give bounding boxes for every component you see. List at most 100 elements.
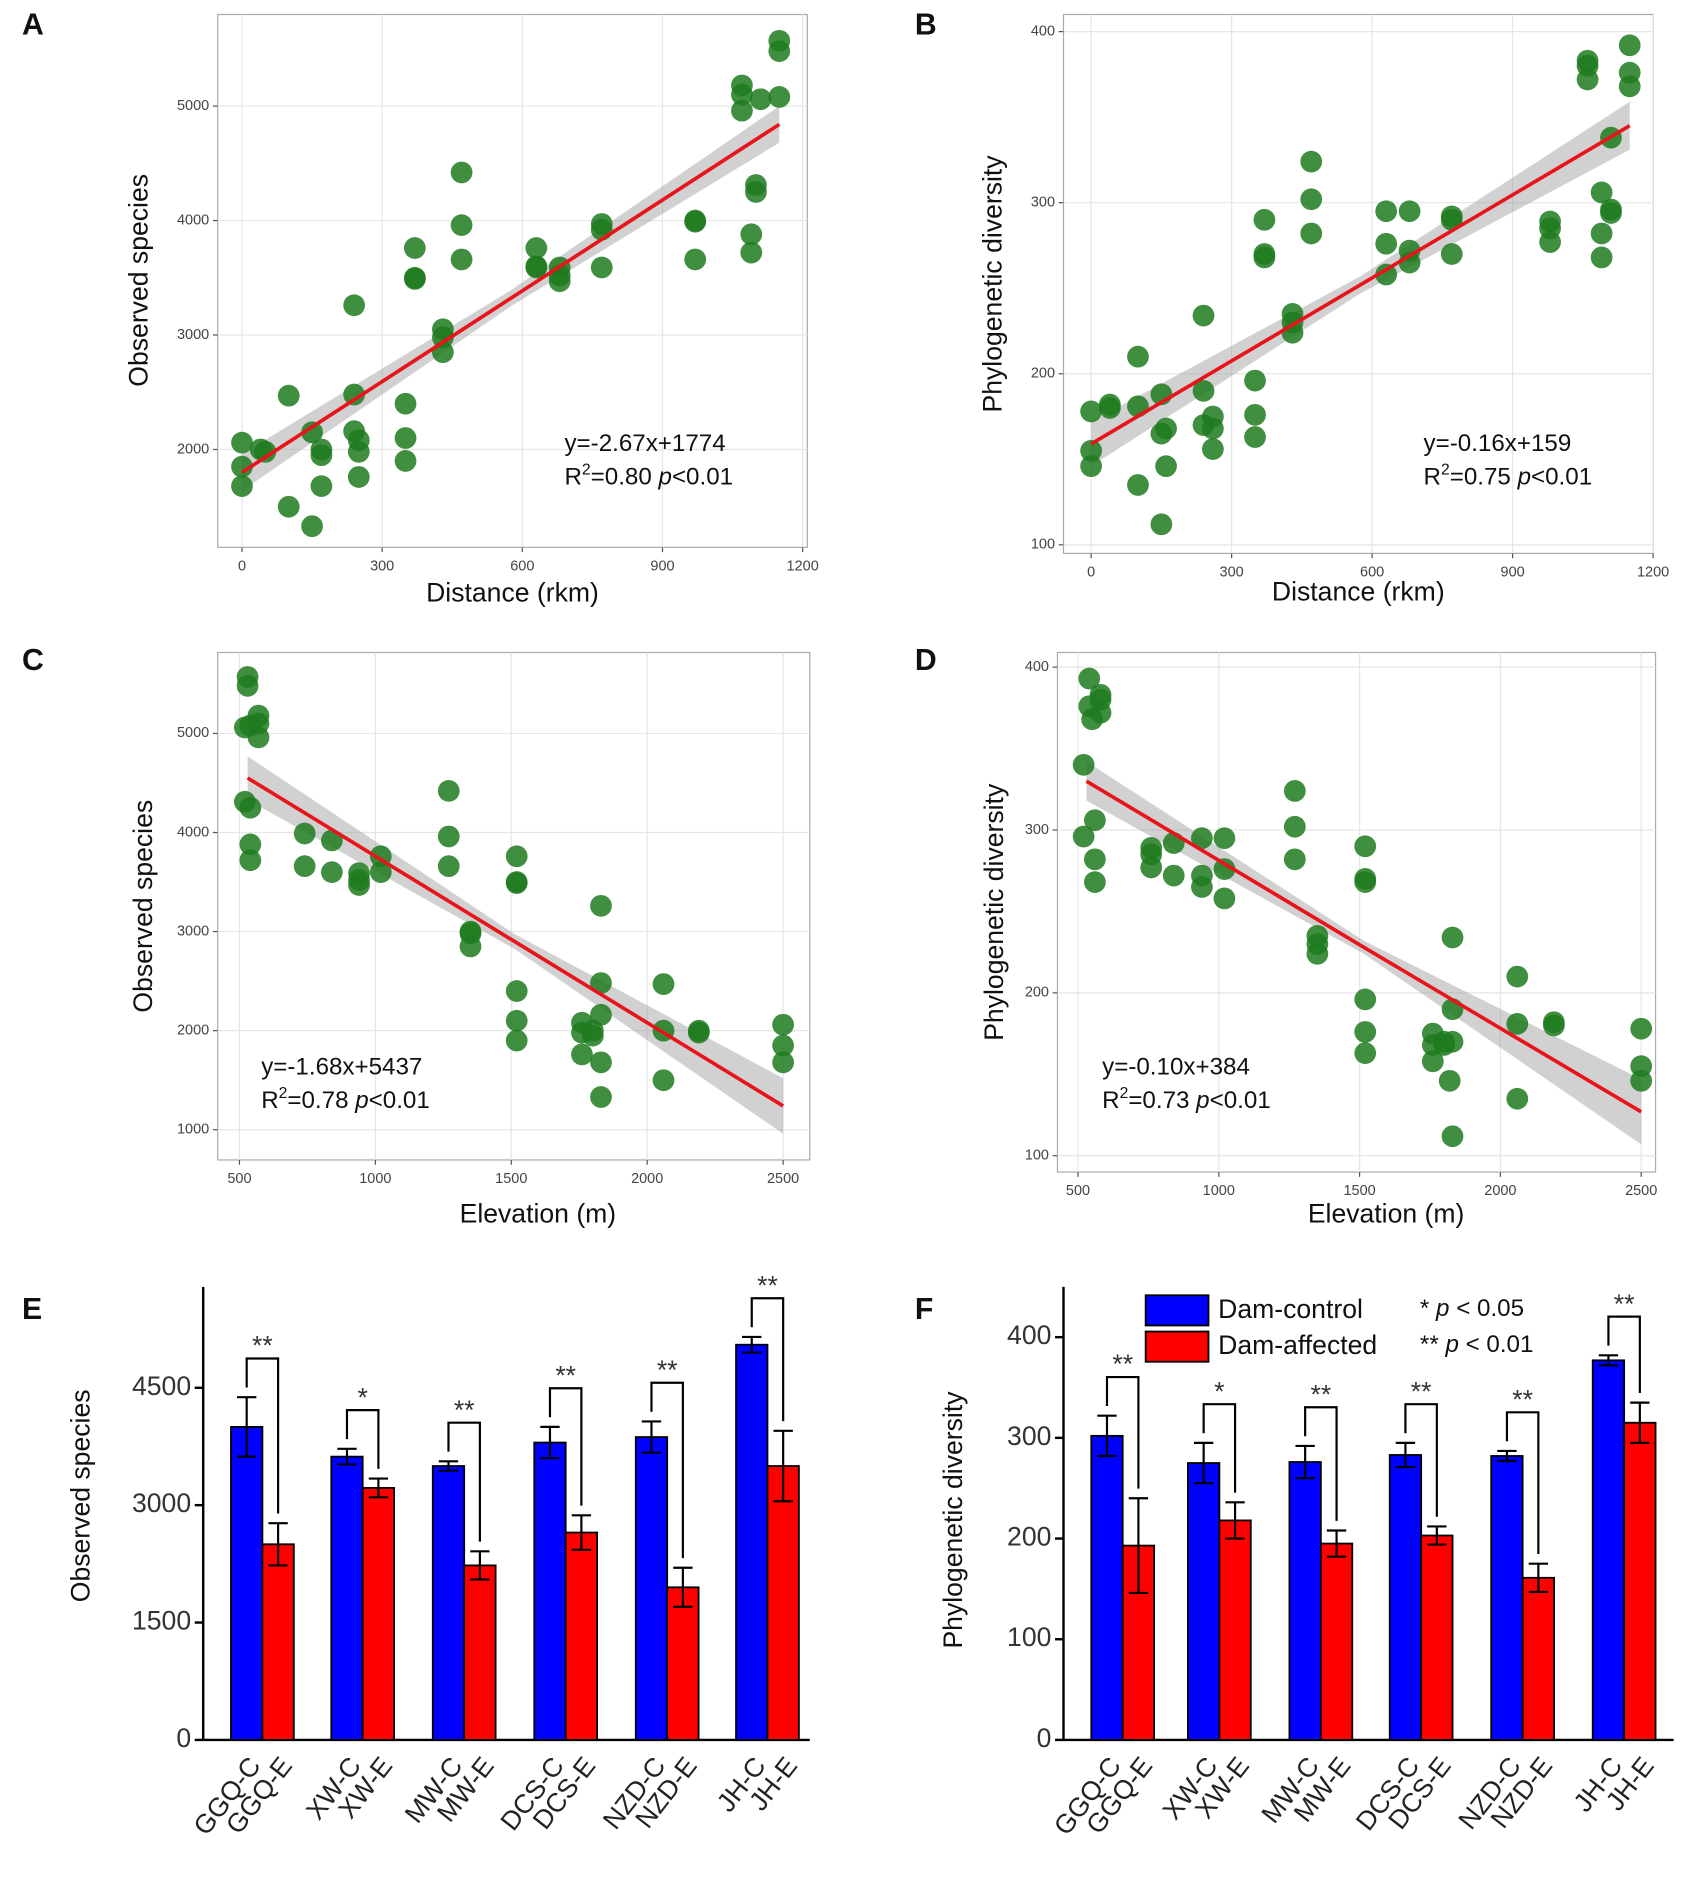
bar bbox=[533, 1441, 567, 1741]
point bbox=[772, 1034, 794, 1057]
bar bbox=[1591, 1359, 1626, 1741]
trend-line bbox=[1085, 779, 1643, 1114]
x-tick-label: 0 bbox=[238, 559, 246, 575]
point bbox=[301, 421, 323, 444]
annotation-part: 2 bbox=[1120, 1085, 1129, 1102]
y-tick-label: 400 bbox=[1007, 1320, 1051, 1350]
y-tick-label: 3000 bbox=[177, 327, 209, 343]
significance-label: * bbox=[358, 1382, 368, 1412]
point bbox=[369, 861, 392, 884]
panel-label: B bbox=[915, 9, 937, 42]
point bbox=[301, 515, 323, 538]
point bbox=[505, 1029, 528, 1052]
point bbox=[1213, 827, 1236, 850]
point bbox=[432, 326, 454, 349]
annotation-part: 2 bbox=[582, 461, 591, 478]
point bbox=[684, 248, 707, 271]
legend-swatch bbox=[1144, 1330, 1210, 1363]
point bbox=[1283, 780, 1306, 802]
significance-bracket bbox=[447, 1421, 481, 1542]
point bbox=[1441, 1030, 1464, 1053]
point bbox=[1072, 753, 1095, 776]
x-tick-label: 300 bbox=[1220, 565, 1244, 581]
significance-label: ** bbox=[1512, 1384, 1533, 1414]
error-bar bbox=[1225, 1501, 1245, 1540]
point bbox=[1590, 222, 1613, 245]
point bbox=[590, 1086, 612, 1108]
bar bbox=[1521, 1576, 1555, 1741]
y-tick-label: 400 bbox=[1025, 659, 1049, 675]
point bbox=[652, 1069, 675, 1092]
point bbox=[394, 427, 417, 449]
point bbox=[254, 440, 277, 463]
significance-bracket bbox=[245, 1357, 280, 1514]
annotation-part: < 0.01 bbox=[1459, 1331, 1534, 1358]
point bbox=[1080, 439, 1102, 462]
y-axis-label: Observed species bbox=[65, 1389, 95, 1602]
point bbox=[437, 855, 460, 878]
significance-label: ** bbox=[1112, 1349, 1133, 1379]
point bbox=[505, 845, 528, 868]
y-tick-label: 300 bbox=[1007, 1421, 1051, 1451]
point bbox=[1354, 988, 1377, 1011]
bar bbox=[1420, 1534, 1454, 1741]
y-axis-label: Observed species bbox=[128, 800, 158, 1013]
point bbox=[1539, 231, 1561, 253]
point bbox=[394, 392, 417, 415]
significance-label: * bbox=[1214, 1376, 1224, 1406]
bar bbox=[735, 1343, 769, 1741]
point bbox=[590, 1003, 612, 1026]
x-tick-label: 600 bbox=[510, 559, 534, 575]
x-tick-label: 900 bbox=[1501, 565, 1525, 581]
significance-label: ** bbox=[657, 1355, 678, 1385]
annotation-part: p bbox=[354, 1087, 368, 1114]
bar bbox=[766, 1465, 800, 1741]
y-tick-label: 4000 bbox=[177, 212, 209, 228]
bar bbox=[463, 1564, 497, 1741]
trend-line bbox=[1090, 124, 1631, 446]
point bbox=[749, 88, 772, 111]
point bbox=[1506, 965, 1529, 988]
significance-label: ** bbox=[1311, 1379, 1332, 1409]
annotation-part: R bbox=[261, 1087, 278, 1114]
error-bar bbox=[571, 1514, 592, 1551]
point bbox=[1300, 188, 1323, 211]
point bbox=[1244, 426, 1266, 448]
point bbox=[1300, 222, 1323, 245]
annotation: R2=0.80 p<0.01 bbox=[564, 461, 733, 491]
error-bar bbox=[742, 1335, 762, 1354]
point bbox=[343, 383, 365, 406]
trend-line bbox=[246, 776, 785, 1108]
point bbox=[1072, 825, 1095, 848]
point bbox=[772, 1013, 794, 1036]
point bbox=[231, 455, 253, 478]
point bbox=[1441, 1125, 1464, 1148]
point bbox=[1098, 397, 1121, 419]
y-tick-label: 300 bbox=[1025, 822, 1049, 838]
y-axis-label: Phylogenetic diversity bbox=[978, 155, 1008, 413]
significance-bracket bbox=[548, 1387, 583, 1506]
x-tick-label: 2500 bbox=[1625, 1183, 1657, 1199]
point bbox=[1150, 513, 1173, 536]
point bbox=[450, 161, 473, 184]
equation: y=-1.68x+5437 bbox=[261, 1053, 422, 1080]
point bbox=[1300, 150, 1323, 173]
significance-bracket bbox=[1105, 1375, 1140, 1489]
error-bar bbox=[1528, 1562, 1549, 1593]
y-tick-label: 100 bbox=[1031, 537, 1055, 553]
point bbox=[1127, 345, 1149, 368]
point bbox=[1618, 34, 1641, 57]
significance-label: ** bbox=[555, 1360, 576, 1390]
point bbox=[450, 248, 473, 271]
legend-label: Dam-affected bbox=[1218, 1330, 1377, 1360]
x-tick-label: 1500 bbox=[1343, 1183, 1375, 1199]
point bbox=[505, 872, 528, 894]
point bbox=[505, 980, 528, 1002]
x-tick-label: 1200 bbox=[1637, 565, 1669, 581]
y-tick-label: 1000 bbox=[177, 1122, 209, 1138]
error-bar bbox=[673, 1566, 693, 1608]
point bbox=[1441, 926, 1464, 949]
point bbox=[1191, 827, 1213, 850]
y-tick-label: 3000 bbox=[132, 1488, 191, 1518]
annotation-part: =0.75 bbox=[1450, 464, 1518, 491]
